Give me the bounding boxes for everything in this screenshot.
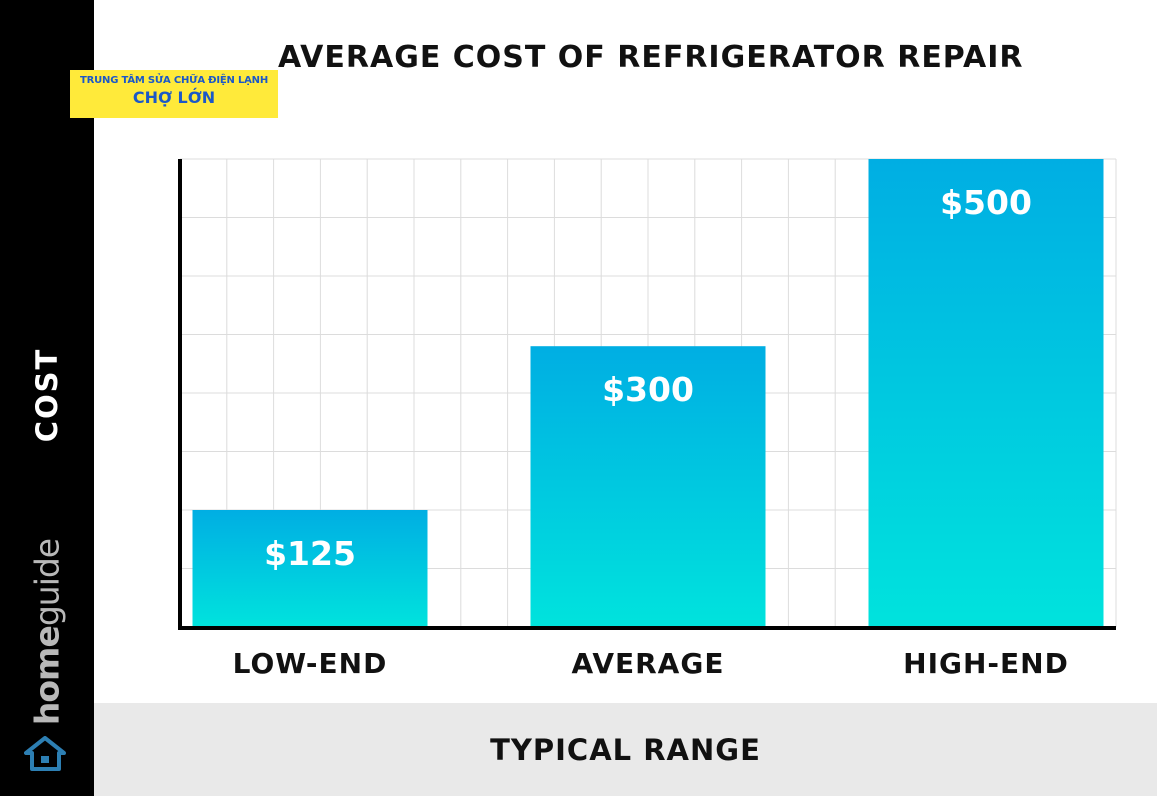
sidebar: COST homeguide (0, 0, 94, 796)
house-icon (24, 736, 66, 771)
category-label: HIGH-END (903, 647, 1069, 680)
category-label: AVERAGE (572, 647, 725, 680)
category-label: LOW-END (233, 647, 388, 680)
watermark-line-1: TRUNG TÂM SỬA CHỮA ĐIỆN LẠNH (79, 75, 268, 86)
bar-chart: $125 $300 $500 LOW-END AVERAGE HIGH-END (178, 158, 1117, 680)
bar-high-end (868, 159, 1104, 627)
bar-value-labels: $125 $300 $500 (264, 183, 1032, 573)
bar-value-label: $500 (940, 183, 1032, 222)
bar-value-label: $300 (602, 370, 694, 409)
watermark-line-2: CHỢ LỚN (132, 88, 216, 107)
bar-average (530, 346, 766, 627)
x-axis-label: TYPICAL RANGE (490, 732, 761, 767)
watermark-logo: TRUNG TÂM SỬA CHỮA ĐIỆN LẠNH CHỢ LỚN (70, 70, 278, 118)
bar-value-label: $125 (264, 534, 356, 573)
category-labels: LOW-END AVERAGE HIGH-END (233, 647, 1069, 680)
bar-low-end (192, 510, 428, 627)
bars (192, 159, 1104, 627)
footer: TYPICAL RANGE (94, 703, 1157, 796)
chart-title: AVERAGE COST OF REFRIGERATOR REPAIR (278, 40, 1024, 75)
